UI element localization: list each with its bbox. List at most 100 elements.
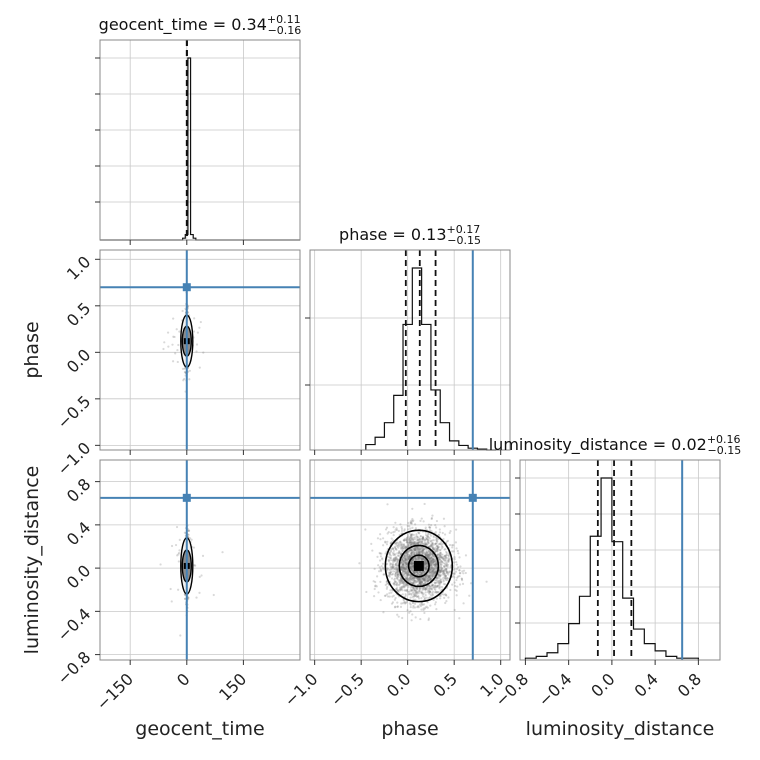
scatter-phase-distance-sample <box>371 549 374 552</box>
scatter-phase-distance-sample <box>431 514 434 517</box>
scatter-phase-distance-sample <box>425 537 428 541</box>
scatter-phase-distance-sample <box>405 560 408 563</box>
scatter-phase-distance-sample <box>402 547 405 550</box>
scatter-geocent-phase-sample <box>176 348 179 352</box>
scatter-phase-distance-sample <box>430 561 433 565</box>
scatter-phase-distance-sample <box>406 609 409 612</box>
scatter-geocent-phase-truth-marker <box>182 283 191 292</box>
scatter-phase-distance-sample <box>439 565 442 568</box>
scatter-phase-distance-sample <box>427 591 431 594</box>
scatter-phase-distance-sample <box>426 574 429 577</box>
scatter-phase-distance-sample <box>389 554 393 557</box>
scatter-phase-distance-sample <box>408 550 411 553</box>
scatter-phase-distance-sample <box>420 539 423 543</box>
distance-ytick-label-2: 0.0 <box>63 561 94 592</box>
scatter-phase-distance-sample <box>399 580 402 583</box>
scatter-phase-distance-sample <box>447 559 450 562</box>
scatter-phase-distance-sample <box>379 580 382 583</box>
scatter-phase-distance-sample <box>435 519 439 523</box>
scatter-phase-distance-sample <box>453 581 456 584</box>
scatter-phase-distance-sample <box>442 576 445 580</box>
scatter-phase-distance-sample <box>417 540 420 544</box>
scatter-phase-distance-sample <box>415 551 418 554</box>
scatter-phase-distance-sample <box>439 563 443 566</box>
scatter-phase-distance-sample <box>427 532 430 535</box>
scatter-phase-distance-sample <box>440 570 443 573</box>
scatter-phase-distance-sample <box>441 543 444 546</box>
scatter-phase-distance-sample <box>423 578 426 581</box>
scatter-phase-distance-sample <box>400 568 403 571</box>
scatter-phase-distance-sample <box>430 587 433 590</box>
scatter-phase-distance-sample <box>402 581 405 584</box>
scatter-phase-distance-sample <box>422 578 426 581</box>
scatter-phase-distance-sample <box>444 593 448 597</box>
scatter-phase-distance-sample <box>391 563 394 566</box>
scatter-phase-distance-sample <box>423 551 426 554</box>
scatter-phase-distance-sample <box>399 523 402 526</box>
scatter-geocent-phase-sample <box>199 320 202 324</box>
scatter-geocent-distance-sample <box>187 533 190 536</box>
scatter-phase-distance-sample <box>418 551 421 554</box>
scatter-phase-distance-sample <box>447 557 450 560</box>
scatter-phase-distance-sample <box>445 568 448 572</box>
scatter-phase-distance-sample <box>404 564 407 567</box>
scatter-phase-distance-sample <box>425 554 428 557</box>
scatter-phase-distance-sample <box>415 592 418 596</box>
scatter-phase-distance-sample <box>410 577 413 580</box>
scatter-phase-distance-sample <box>405 570 409 573</box>
scatter-phase-distance-sample <box>394 571 398 574</box>
scatter-phase-distance-sample <box>399 605 403 608</box>
scatter-phase-distance-sample <box>442 564 446 568</box>
scatter-phase-distance-sample <box>430 570 433 573</box>
scatter-phase-distance-sample <box>416 541 419 544</box>
scatter-phase-distance-sample <box>431 541 434 545</box>
scatter-phase-distance-sample <box>403 529 406 532</box>
scatter-phase-distance-sample <box>438 571 442 574</box>
scatter-phase-distance-sample <box>413 581 417 584</box>
scatter-phase-distance-sample <box>400 577 403 580</box>
scatter-phase-distance-sample <box>409 565 412 568</box>
scatter-phase-distance-sample <box>404 571 408 574</box>
scatter-phase-distance-sample <box>411 559 414 562</box>
scatter-geocent-phase-sample <box>188 378 191 381</box>
scatter-phase-distance-sample <box>425 587 428 590</box>
scatter-phase-distance-sample <box>430 571 433 574</box>
scatter-phase-distance-sample <box>429 572 432 575</box>
scatter-phase-distance-sample <box>428 555 431 558</box>
scatter-phase-distance-sample <box>412 594 415 597</box>
scatter-phase-distance-sample <box>400 563 403 566</box>
scatter-phase-distance-sample <box>430 568 433 571</box>
scatter-phase-distance-sample <box>431 568 434 571</box>
scatter-phase-distance-sample <box>422 548 425 551</box>
scatter-phase-distance-sample <box>402 563 405 566</box>
scatter-phase-distance-sample <box>387 574 390 578</box>
scatter-phase-distance-sample <box>445 570 448 573</box>
scatter-phase-distance-sample <box>428 537 431 540</box>
scatter-phase-distance-sample <box>423 597 427 601</box>
scatter-phase-distance-sample <box>424 576 427 579</box>
scatter-phase-distance-sample <box>427 541 430 545</box>
scatter-phase-distance-sample <box>433 581 437 584</box>
scatter-phase-distance-sample <box>421 542 425 545</box>
scatter-geocent-distance-sample <box>187 529 190 533</box>
scatter-phase-distance-sample <box>427 539 430 542</box>
scatter-phase-distance-sample <box>419 579 422 582</box>
scatter-phase-distance-sample <box>410 589 413 593</box>
scatter-geocent-distance-sample <box>187 529 191 532</box>
scatter-phase-distance-sample <box>433 572 436 575</box>
scatter-phase-distance-sample <box>442 570 445 573</box>
scatter-phase-distance-sample <box>423 538 426 541</box>
scatter-phase-distance-sample <box>433 559 436 562</box>
scatter-phase-distance-sample <box>401 558 404 561</box>
scatter-phase-distance-sample <box>429 574 432 577</box>
scatter-phase-distance-sample <box>409 603 412 606</box>
scatter-phase-distance-sample <box>462 602 465 605</box>
scatter-phase-distance-sample <box>429 559 433 562</box>
scatter-phase-distance-sample <box>444 601 447 605</box>
scatter-phase-distance-sample <box>434 603 437 606</box>
scatter-phase-distance-sample <box>428 590 431 593</box>
scatter-phase-distance-sample <box>428 529 432 532</box>
scatter-phase-distance-sample <box>425 543 428 546</box>
scatter-phase-distance-sample <box>381 566 385 570</box>
scatter-phase-distance-sample <box>405 556 409 559</box>
